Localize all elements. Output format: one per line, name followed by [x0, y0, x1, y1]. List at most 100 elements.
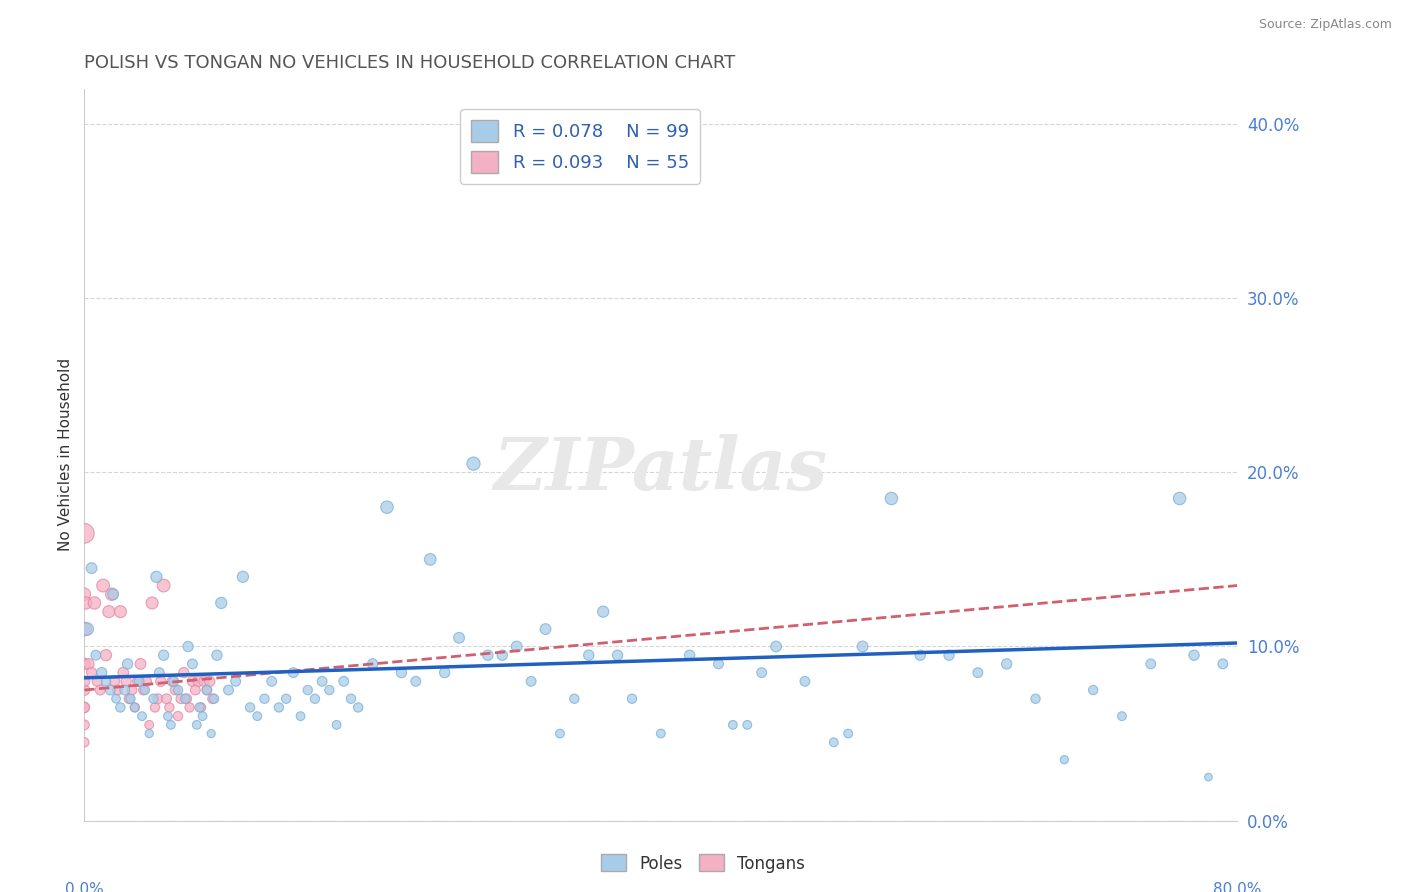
Legend: R = 0.078    N = 99, R = 0.093    N = 55: R = 0.078 N = 99, R = 0.093 N = 55	[460, 109, 700, 184]
Point	[134, 683, 156, 698]
Point	[105, 691, 128, 706]
Point	[174, 691, 197, 706]
Point	[76, 622, 98, 636]
Point	[124, 700, 146, 714]
Point	[162, 674, 184, 689]
Point	[606, 648, 628, 663]
Point	[592, 605, 614, 619]
Point	[75, 596, 97, 610]
Point	[190, 700, 212, 714]
Point	[152, 648, 174, 663]
Point	[94, 674, 117, 689]
Point	[181, 674, 204, 689]
Point	[737, 718, 759, 732]
Point	[86, 674, 108, 689]
Point	[103, 587, 124, 601]
Point	[110, 700, 132, 714]
Point	[73, 587, 96, 601]
Point	[267, 700, 290, 714]
Point	[163, 674, 186, 689]
Point	[967, 665, 990, 680]
Point	[124, 700, 146, 714]
Point	[405, 674, 427, 689]
Point	[276, 691, 298, 706]
Point	[253, 691, 276, 706]
Point	[765, 640, 787, 654]
Point	[110, 605, 132, 619]
Point	[157, 700, 180, 714]
Point	[283, 665, 305, 680]
Point	[198, 674, 221, 689]
Point	[179, 700, 201, 714]
Point	[195, 683, 218, 698]
Point	[195, 683, 218, 698]
Point	[1025, 691, 1047, 706]
Point	[995, 657, 1018, 671]
Point	[73, 622, 96, 636]
Point	[73, 657, 96, 671]
Point	[80, 561, 103, 575]
Point	[361, 657, 384, 671]
Point	[90, 665, 112, 680]
Point	[1140, 657, 1163, 671]
Point	[239, 700, 262, 714]
Point	[73, 674, 96, 689]
Point	[135, 674, 157, 689]
Point	[152, 578, 174, 592]
Point	[1111, 709, 1133, 723]
Point	[297, 683, 319, 698]
Point	[138, 726, 160, 740]
Point	[1198, 770, 1220, 784]
Point	[1083, 683, 1105, 698]
Point	[143, 700, 166, 714]
Point	[823, 735, 845, 749]
Y-axis label: No Vehicles in Household: No Vehicles in Household	[58, 359, 73, 551]
Point	[104, 674, 127, 689]
Point	[232, 570, 254, 584]
Point	[449, 631, 471, 645]
Point	[173, 665, 195, 680]
Point	[340, 691, 363, 706]
Point	[578, 648, 600, 663]
Point	[94, 648, 117, 663]
Point	[107, 683, 129, 698]
Point	[145, 570, 167, 584]
Point	[84, 648, 107, 663]
Point	[852, 640, 875, 654]
Point	[131, 709, 153, 723]
Point	[184, 683, 207, 698]
Point	[132, 683, 155, 698]
Point	[127, 674, 149, 689]
Point	[77, 657, 100, 671]
Point	[880, 491, 903, 506]
Text: Source: ZipAtlas.com: Source: ZipAtlas.com	[1258, 18, 1392, 31]
Point	[73, 718, 96, 732]
Point	[205, 648, 228, 663]
Point	[100, 587, 122, 601]
Point	[419, 552, 441, 566]
Point	[477, 648, 499, 663]
Point	[73, 700, 96, 714]
Point	[311, 674, 333, 689]
Point	[141, 596, 163, 610]
Point	[564, 691, 586, 706]
Point	[128, 674, 150, 689]
Point	[73, 735, 96, 749]
Point	[97, 605, 120, 619]
Point	[112, 665, 135, 680]
Text: 0.0%: 0.0%	[65, 881, 104, 892]
Point	[170, 691, 193, 706]
Point	[98, 683, 121, 698]
Point	[121, 683, 143, 698]
Point	[193, 674, 215, 689]
Text: ZIPatlas: ZIPatlas	[494, 434, 828, 505]
Point	[1168, 491, 1191, 506]
Point	[129, 657, 152, 671]
Point	[120, 691, 142, 706]
Point	[837, 726, 859, 740]
Point	[751, 665, 773, 680]
Point	[290, 709, 312, 723]
Point	[225, 674, 247, 689]
Point	[73, 683, 96, 698]
Legend: Poles, Tongans: Poles, Tongans	[595, 847, 811, 880]
